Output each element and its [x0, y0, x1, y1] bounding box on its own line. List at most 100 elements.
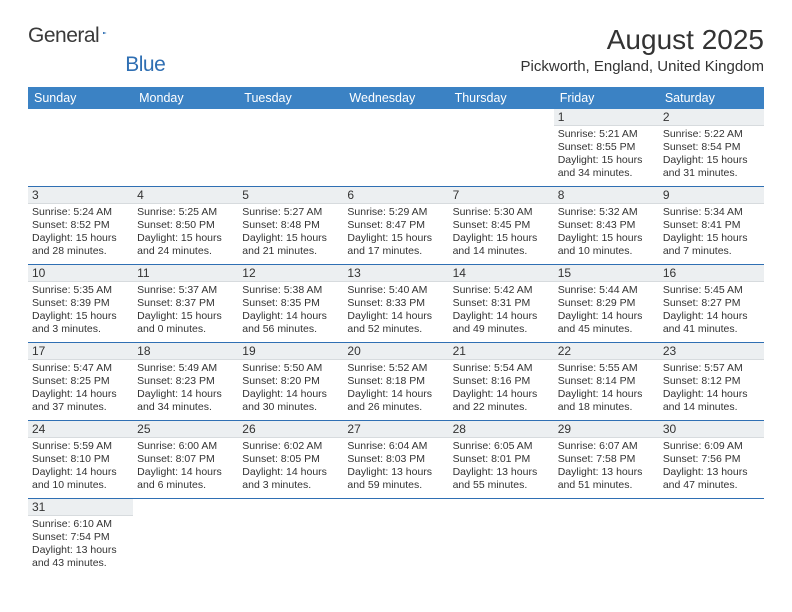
day-number: 5 — [238, 187, 343, 204]
calendar-cell — [449, 109, 554, 187]
day-number: 10 — [28, 265, 133, 282]
day-body: Sunrise: 6:07 AMSunset: 7:58 PMDaylight:… — [554, 438, 659, 498]
calendar-cell — [238, 499, 343, 577]
empty-cell — [133, 109, 238, 187]
day-cell: 26Sunrise: 6:02 AMSunset: 8:05 PMDayligh… — [238, 421, 343, 499]
empty-cell — [343, 499, 448, 577]
day-cell: 14Sunrise: 5:42 AMSunset: 8:31 PMDayligh… — [449, 265, 554, 343]
day-cell: 15Sunrise: 5:44 AMSunset: 8:29 PMDayligh… — [554, 265, 659, 343]
day-body: Sunrise: 5:50 AMSunset: 8:20 PMDaylight:… — [238, 360, 343, 420]
day-cell: 6Sunrise: 5:29 AMSunset: 8:47 PMDaylight… — [343, 187, 448, 265]
day-cell: 13Sunrise: 5:40 AMSunset: 8:33 PMDayligh… — [343, 265, 448, 343]
day-number: 7 — [449, 187, 554, 204]
empty-cell — [238, 109, 343, 187]
day-body: Sunrise: 5:30 AMSunset: 8:45 PMDaylight:… — [449, 204, 554, 264]
day-cell: 10Sunrise: 5:35 AMSunset: 8:39 PMDayligh… — [28, 265, 133, 343]
calendar-cell — [659, 499, 764, 577]
day-cell: 9Sunrise: 5:34 AMSunset: 8:41 PMDaylight… — [659, 187, 764, 265]
day-body: Sunrise: 6:10 AMSunset: 7:54 PMDaylight:… — [28, 516, 133, 577]
empty-cell — [449, 109, 554, 187]
calendar-cell: 28Sunrise: 6:05 AMSunset: 8:01 PMDayligh… — [449, 421, 554, 499]
calendar-cell: 21Sunrise: 5:54 AMSunset: 8:16 PMDayligh… — [449, 343, 554, 421]
location-text: Pickworth, England, United Kingdom — [521, 58, 764, 75]
calendar-cell: 10Sunrise: 5:35 AMSunset: 8:39 PMDayligh… — [28, 265, 133, 343]
day-cell: 8Sunrise: 5:32 AMSunset: 8:43 PMDaylight… — [554, 187, 659, 265]
day-body: Sunrise: 5:59 AMSunset: 8:10 PMDaylight:… — [28, 438, 133, 498]
day-cell: 5Sunrise: 5:27 AMSunset: 8:48 PMDaylight… — [238, 187, 343, 265]
calendar-cell: 12Sunrise: 5:38 AMSunset: 8:35 PMDayligh… — [238, 265, 343, 343]
day-cell: 24Sunrise: 5:59 AMSunset: 8:10 PMDayligh… — [28, 421, 133, 499]
calendar-cell — [343, 109, 448, 187]
day-number: 14 — [449, 265, 554, 282]
day-body: Sunrise: 5:29 AMSunset: 8:47 PMDaylight:… — [343, 204, 448, 264]
day-cell: 31Sunrise: 6:10 AMSunset: 7:54 PMDayligh… — [28, 499, 133, 577]
calendar-cell: 17Sunrise: 5:47 AMSunset: 8:25 PMDayligh… — [28, 343, 133, 421]
calendar-week-row: 24Sunrise: 5:59 AMSunset: 8:10 PMDayligh… — [28, 421, 764, 499]
day-number: 20 — [343, 343, 448, 360]
calendar-cell: 24Sunrise: 5:59 AMSunset: 8:10 PMDayligh… — [28, 421, 133, 499]
day-body: Sunrise: 6:04 AMSunset: 8:03 PMDaylight:… — [343, 438, 448, 498]
logo-flag-icon — [103, 25, 107, 41]
day-cell: 7Sunrise: 5:30 AMSunset: 8:45 PMDaylight… — [449, 187, 554, 265]
calendar-cell: 27Sunrise: 6:04 AMSunset: 8:03 PMDayligh… — [343, 421, 448, 499]
calendar-cell: 16Sunrise: 5:45 AMSunset: 8:27 PMDayligh… — [659, 265, 764, 343]
calendar-cell: 31Sunrise: 6:10 AMSunset: 7:54 PMDayligh… — [28, 499, 133, 577]
calendar-cell: 26Sunrise: 6:02 AMSunset: 8:05 PMDayligh… — [238, 421, 343, 499]
day-body: Sunrise: 6:00 AMSunset: 8:07 PMDaylight:… — [133, 438, 238, 498]
day-number: 4 — [133, 187, 238, 204]
calendar-cell: 1Sunrise: 5:21 AMSunset: 8:55 PMDaylight… — [554, 109, 659, 187]
day-number: 11 — [133, 265, 238, 282]
day-number: 24 — [28, 421, 133, 438]
day-body: Sunrise: 5:34 AMSunset: 8:41 PMDaylight:… — [659, 204, 764, 264]
calendar-cell: 20Sunrise: 5:52 AMSunset: 8:18 PMDayligh… — [343, 343, 448, 421]
empty-cell — [133, 499, 238, 577]
page-title: August 2025 — [521, 24, 764, 56]
day-body: Sunrise: 5:42 AMSunset: 8:31 PMDaylight:… — [449, 282, 554, 342]
calendar-cell — [133, 499, 238, 577]
day-number: 15 — [554, 265, 659, 282]
weekday-header: Saturday — [659, 87, 764, 109]
day-body: Sunrise: 5:49 AMSunset: 8:23 PMDaylight:… — [133, 360, 238, 420]
day-cell: 28Sunrise: 6:05 AMSunset: 8:01 PMDayligh… — [449, 421, 554, 499]
day-cell: 3Sunrise: 5:24 AMSunset: 8:52 PMDaylight… — [28, 187, 133, 265]
calendar-cell: 3Sunrise: 5:24 AMSunset: 8:52 PMDaylight… — [28, 187, 133, 265]
logo-text-1: General — [28, 24, 99, 48]
day-body: Sunrise: 5:25 AMSunset: 8:50 PMDaylight:… — [133, 204, 238, 264]
calendar-cell: 2Sunrise: 5:22 AMSunset: 8:54 PMDaylight… — [659, 109, 764, 187]
calendar-cell: 8Sunrise: 5:32 AMSunset: 8:43 PMDaylight… — [554, 187, 659, 265]
day-number: 3 — [28, 187, 133, 204]
day-cell: 25Sunrise: 6:00 AMSunset: 8:07 PMDayligh… — [133, 421, 238, 499]
calendar-cell: 15Sunrise: 5:44 AMSunset: 8:29 PMDayligh… — [554, 265, 659, 343]
calendar-cell: 18Sunrise: 5:49 AMSunset: 8:23 PMDayligh… — [133, 343, 238, 421]
calendar-cell: 11Sunrise: 5:37 AMSunset: 8:37 PMDayligh… — [133, 265, 238, 343]
day-body: Sunrise: 5:35 AMSunset: 8:39 PMDaylight:… — [28, 282, 133, 342]
weekday-header: Thursday — [449, 87, 554, 109]
day-number: 23 — [659, 343, 764, 360]
day-number: 27 — [343, 421, 448, 438]
day-cell: 30Sunrise: 6:09 AMSunset: 7:56 PMDayligh… — [659, 421, 764, 499]
weekday-header: Wednesday — [343, 87, 448, 109]
calendar-cell — [133, 109, 238, 187]
day-cell: 11Sunrise: 5:37 AMSunset: 8:37 PMDayligh… — [133, 265, 238, 343]
day-number: 16 — [659, 265, 764, 282]
weekday-header: Friday — [554, 87, 659, 109]
empty-cell — [28, 109, 133, 187]
logo-text-2: Blue — [125, 53, 165, 77]
calendar-cell: 29Sunrise: 6:07 AMSunset: 7:58 PMDayligh… — [554, 421, 659, 499]
logo: General — [28, 24, 127, 48]
day-number: 21 — [449, 343, 554, 360]
day-number: 28 — [449, 421, 554, 438]
day-body: Sunrise: 5:32 AMSunset: 8:43 PMDaylight:… — [554, 204, 659, 264]
calendar-cell: 9Sunrise: 5:34 AMSunset: 8:41 PMDaylight… — [659, 187, 764, 265]
day-cell: 27Sunrise: 6:04 AMSunset: 8:03 PMDayligh… — [343, 421, 448, 499]
day-body: Sunrise: 5:55 AMSunset: 8:14 PMDaylight:… — [554, 360, 659, 420]
day-cell: 20Sunrise: 5:52 AMSunset: 8:18 PMDayligh… — [343, 343, 448, 421]
day-body: Sunrise: 5:47 AMSunset: 8:25 PMDaylight:… — [28, 360, 133, 420]
empty-cell — [554, 499, 659, 577]
day-body: Sunrise: 5:38 AMSunset: 8:35 PMDaylight:… — [238, 282, 343, 342]
day-number: 29 — [554, 421, 659, 438]
day-cell: 16Sunrise: 5:45 AMSunset: 8:27 PMDayligh… — [659, 265, 764, 343]
calendar-cell — [554, 499, 659, 577]
day-number: 30 — [659, 421, 764, 438]
calendar-table: SundayMondayTuesdayWednesdayThursdayFrid… — [28, 87, 764, 577]
